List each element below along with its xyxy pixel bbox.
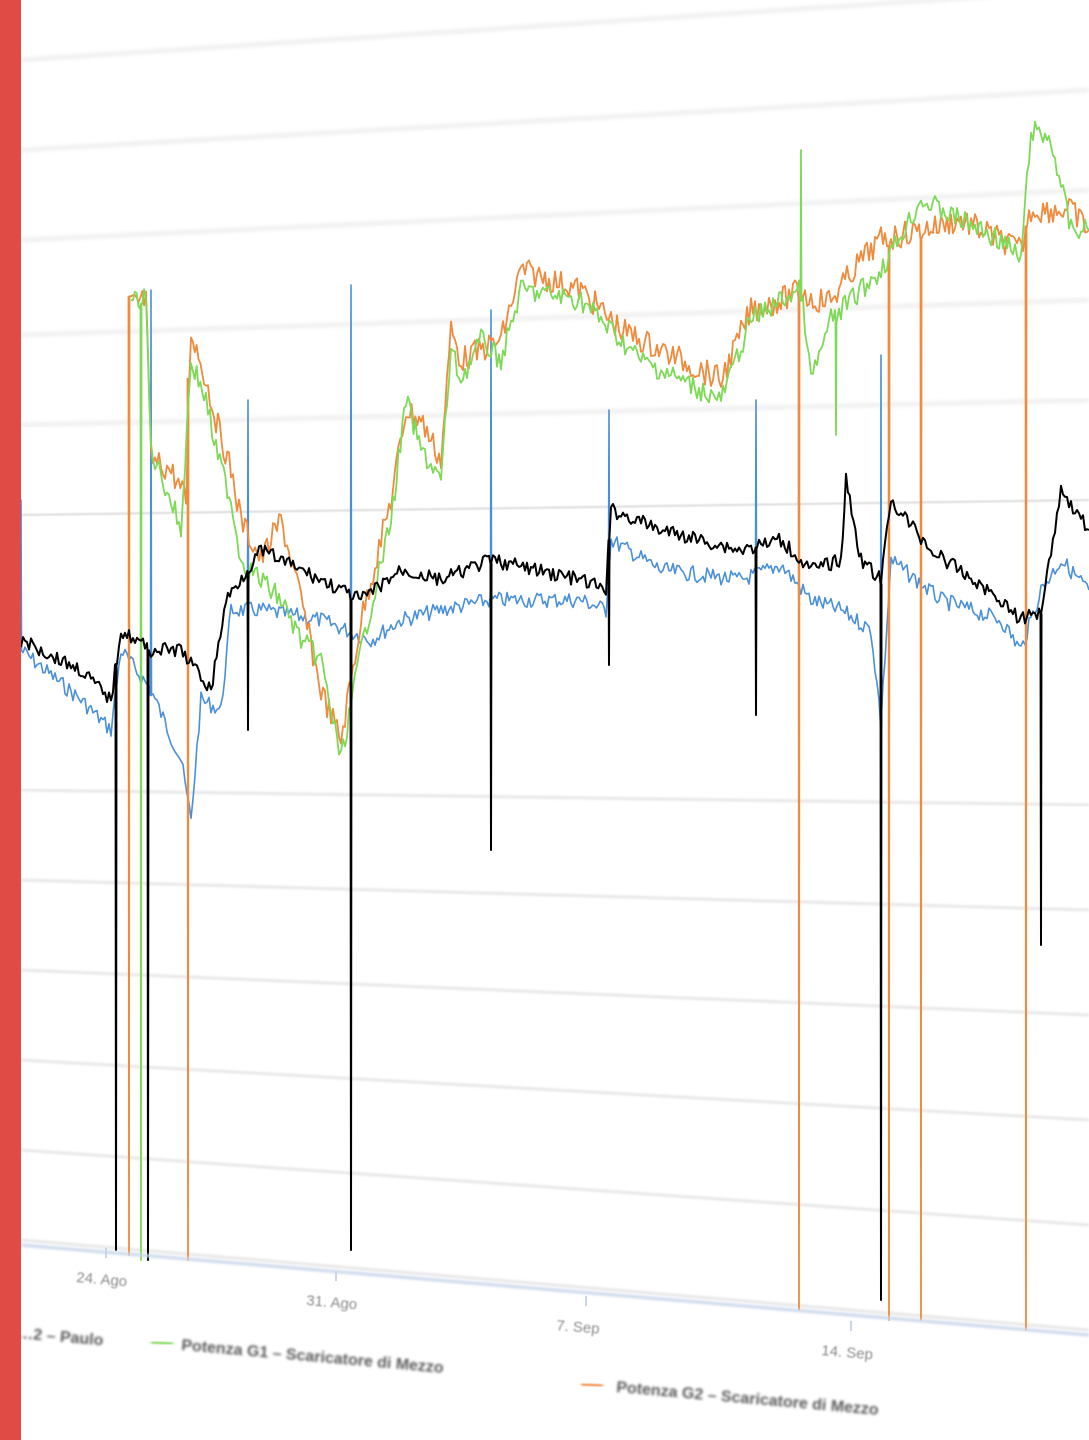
legend-swatch: [150, 1340, 174, 1346]
legend-label[interactable]: Potenza G1 – Scaricatore di Mezzo: [181, 1337, 445, 1377]
legend-label[interactable]: …2 – Paulo: [21, 1325, 104, 1349]
grid-line: [21, 789, 1089, 806]
grid-line: [21, 299, 1089, 336]
legend: …2 – Paulo Potenza G1 – Scaricatore di Me…: [21, 1325, 880, 1419]
grid-line: [21, 1149, 1089, 1226]
x-axis: 24. Ago 31. Ago 7. Sep 14. Sep: [21, 1243, 1089, 1363]
grid-line: [21, 189, 1089, 241]
x-tick-label: 7. Sep: [556, 1317, 601, 1338]
x-tick-label: 14. Sep: [821, 1342, 874, 1363]
series-line-unlabeled: [21, 284, 1089, 820]
chart-area: 24. Ago 31. Ago 7. Sep 14. Sep …2 – Paulo Po…: [21, 0, 1089, 1440]
line-chart: 24. Ago 31. Ago 7. Sep 14. Sep …2 – Paulo Po…: [21, 0, 1089, 1419]
grid-line: [21, 399, 1089, 426]
series-line-potenza-g1-scaricatore-di-mezzo: [130, 120, 1089, 1261]
series-lines: [21, 120, 1089, 1331]
legend-label[interactable]: Potenza G2 – Scaricatore di Mezzo: [616, 1379, 880, 1419]
grid-line: [21, 1239, 1089, 1331]
series-line-potenza-g2-scaricatore-di-mezzo: [127, 198, 1089, 1331]
x-axis-line: [21, 1243, 1089, 1337]
grid-line: [21, 1059, 1089, 1121]
x-tick-label: 24. Ago: [76, 1269, 128, 1290]
x-tick-label: 31. Ago: [306, 1292, 358, 1313]
grid-lines: [21, 0, 1089, 1331]
grid-line: [21, 499, 1089, 516]
legend-swatch: [580, 1382, 604, 1388]
series-line-2-paulo: [21, 472, 1089, 1301]
accent-sidebar-bar: [0, 0, 21, 1440]
grid-line: [21, 879, 1089, 911]
grid-line: [21, 0, 952, 61]
grid-line: [21, 89, 1089, 151]
grid-line: [21, 969, 1089, 1016]
